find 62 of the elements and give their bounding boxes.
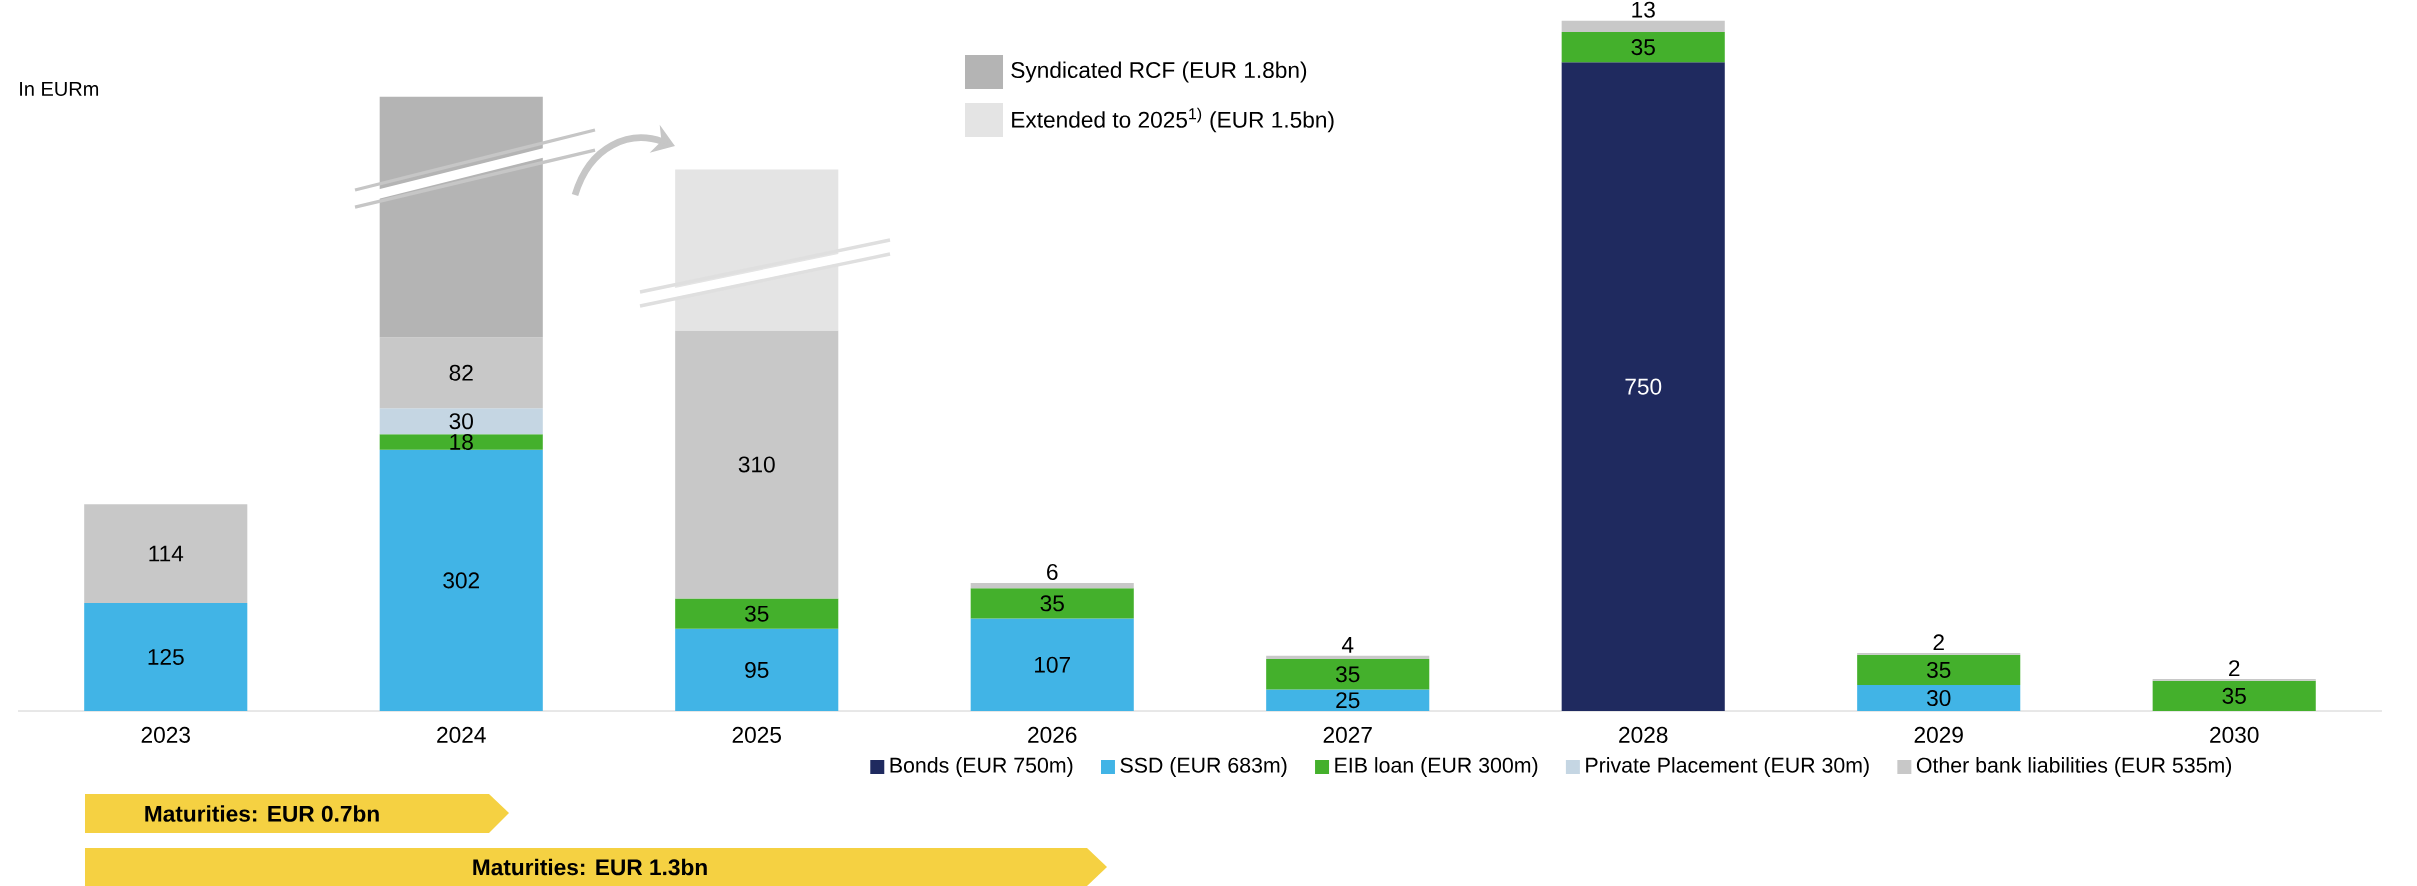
bar (2152, 680, 2316, 712)
bar (379, 434, 543, 450)
text: Maturities: EUR 0.7bn (145, 805, 379, 822)
text: Maturities: EUR 1.3bn (473, 858, 707, 876)
x-tick-label: 2024 (437, 726, 486, 743)
data-label: 30 (449, 413, 473, 430)
data-label: 30 (1926, 690, 1951, 707)
bar (1561, 62, 1725, 712)
data-label: 35 (2222, 687, 2246, 704)
data-label: 18 (450, 433, 473, 451)
bar (379, 449, 543, 712)
data-label: 6 (1047, 564, 1058, 581)
bar (970, 618, 1134, 712)
data-label: 13 (1632, 1, 1655, 18)
bar (1857, 685, 2021, 712)
legend-label: Syndicated RCF (EUR 1.8bn) (1011, 61, 1307, 83)
data-label: 2 (2229, 660, 2240, 677)
data-label: 125 (148, 648, 184, 665)
data-label: 35 (1631, 39, 1655, 56)
data-label: 107 (1035, 656, 1070, 673)
data-label: 4 (1341, 637, 1354, 653)
legend-label: EIB loan (EUR 300m) (1335, 757, 1538, 777)
legend-label: Extended to 2025$^{1)}$ (EUR 1.5bn) (1012, 107, 1334, 133)
annotation: In EURm (20, 82, 99, 96)
bar (970, 588, 1134, 619)
x-tick-label: 2027 (1323, 726, 1372, 743)
legend-label: Other bank liabilities (EUR 535m) (1916, 757, 2232, 777)
data-label: 114 (149, 545, 184, 562)
x-tick-label: 2023 (141, 726, 190, 743)
x-tick-label: 2025 (732, 726, 781, 743)
bar (84, 504, 248, 603)
x-tick-label: 2028 (1619, 726, 1668, 743)
data-label: 35 (1926, 661, 1951, 678)
bar (1561, 31, 1725, 63)
bar (675, 628, 839, 712)
data-label: 82 (449, 364, 473, 381)
x-tick-label: 2026 (1028, 726, 1077, 743)
legend-label: Private Placement (EUR 30m) (1586, 757, 1869, 777)
data-label: 750 (1625, 378, 1662, 395)
legend-label: Bonds (EUR 750m) (890, 757, 1073, 777)
bar (1857, 654, 2021, 686)
data-label: 310 (738, 456, 775, 473)
legend-label: SSD (EUR 683m) (1120, 757, 1287, 777)
bar (379, 337, 543, 409)
data-label: 2 (1933, 634, 1944, 651)
data-label: 35 (744, 605, 769, 622)
data-label: 302 (443, 572, 479, 589)
bar (84, 602, 248, 712)
bar (970, 582, 1134, 589)
bar (675, 598, 839, 629)
x-tick-label: 2030 (2210, 726, 2259, 743)
bar (1561, 20, 1725, 32)
bar (379, 96, 543, 338)
bar (1266, 659, 1430, 690)
x-tick-label: 2029 (1914, 726, 1963, 743)
data-label: 25 (1336, 692, 1360, 709)
bar (675, 330, 839, 599)
bar (379, 408, 543, 435)
bar (1266, 689, 1430, 712)
data-label: 35 (1040, 595, 1064, 612)
data-label: 95 (745, 661, 769, 678)
data-label: 35 (1335, 666, 1360, 683)
